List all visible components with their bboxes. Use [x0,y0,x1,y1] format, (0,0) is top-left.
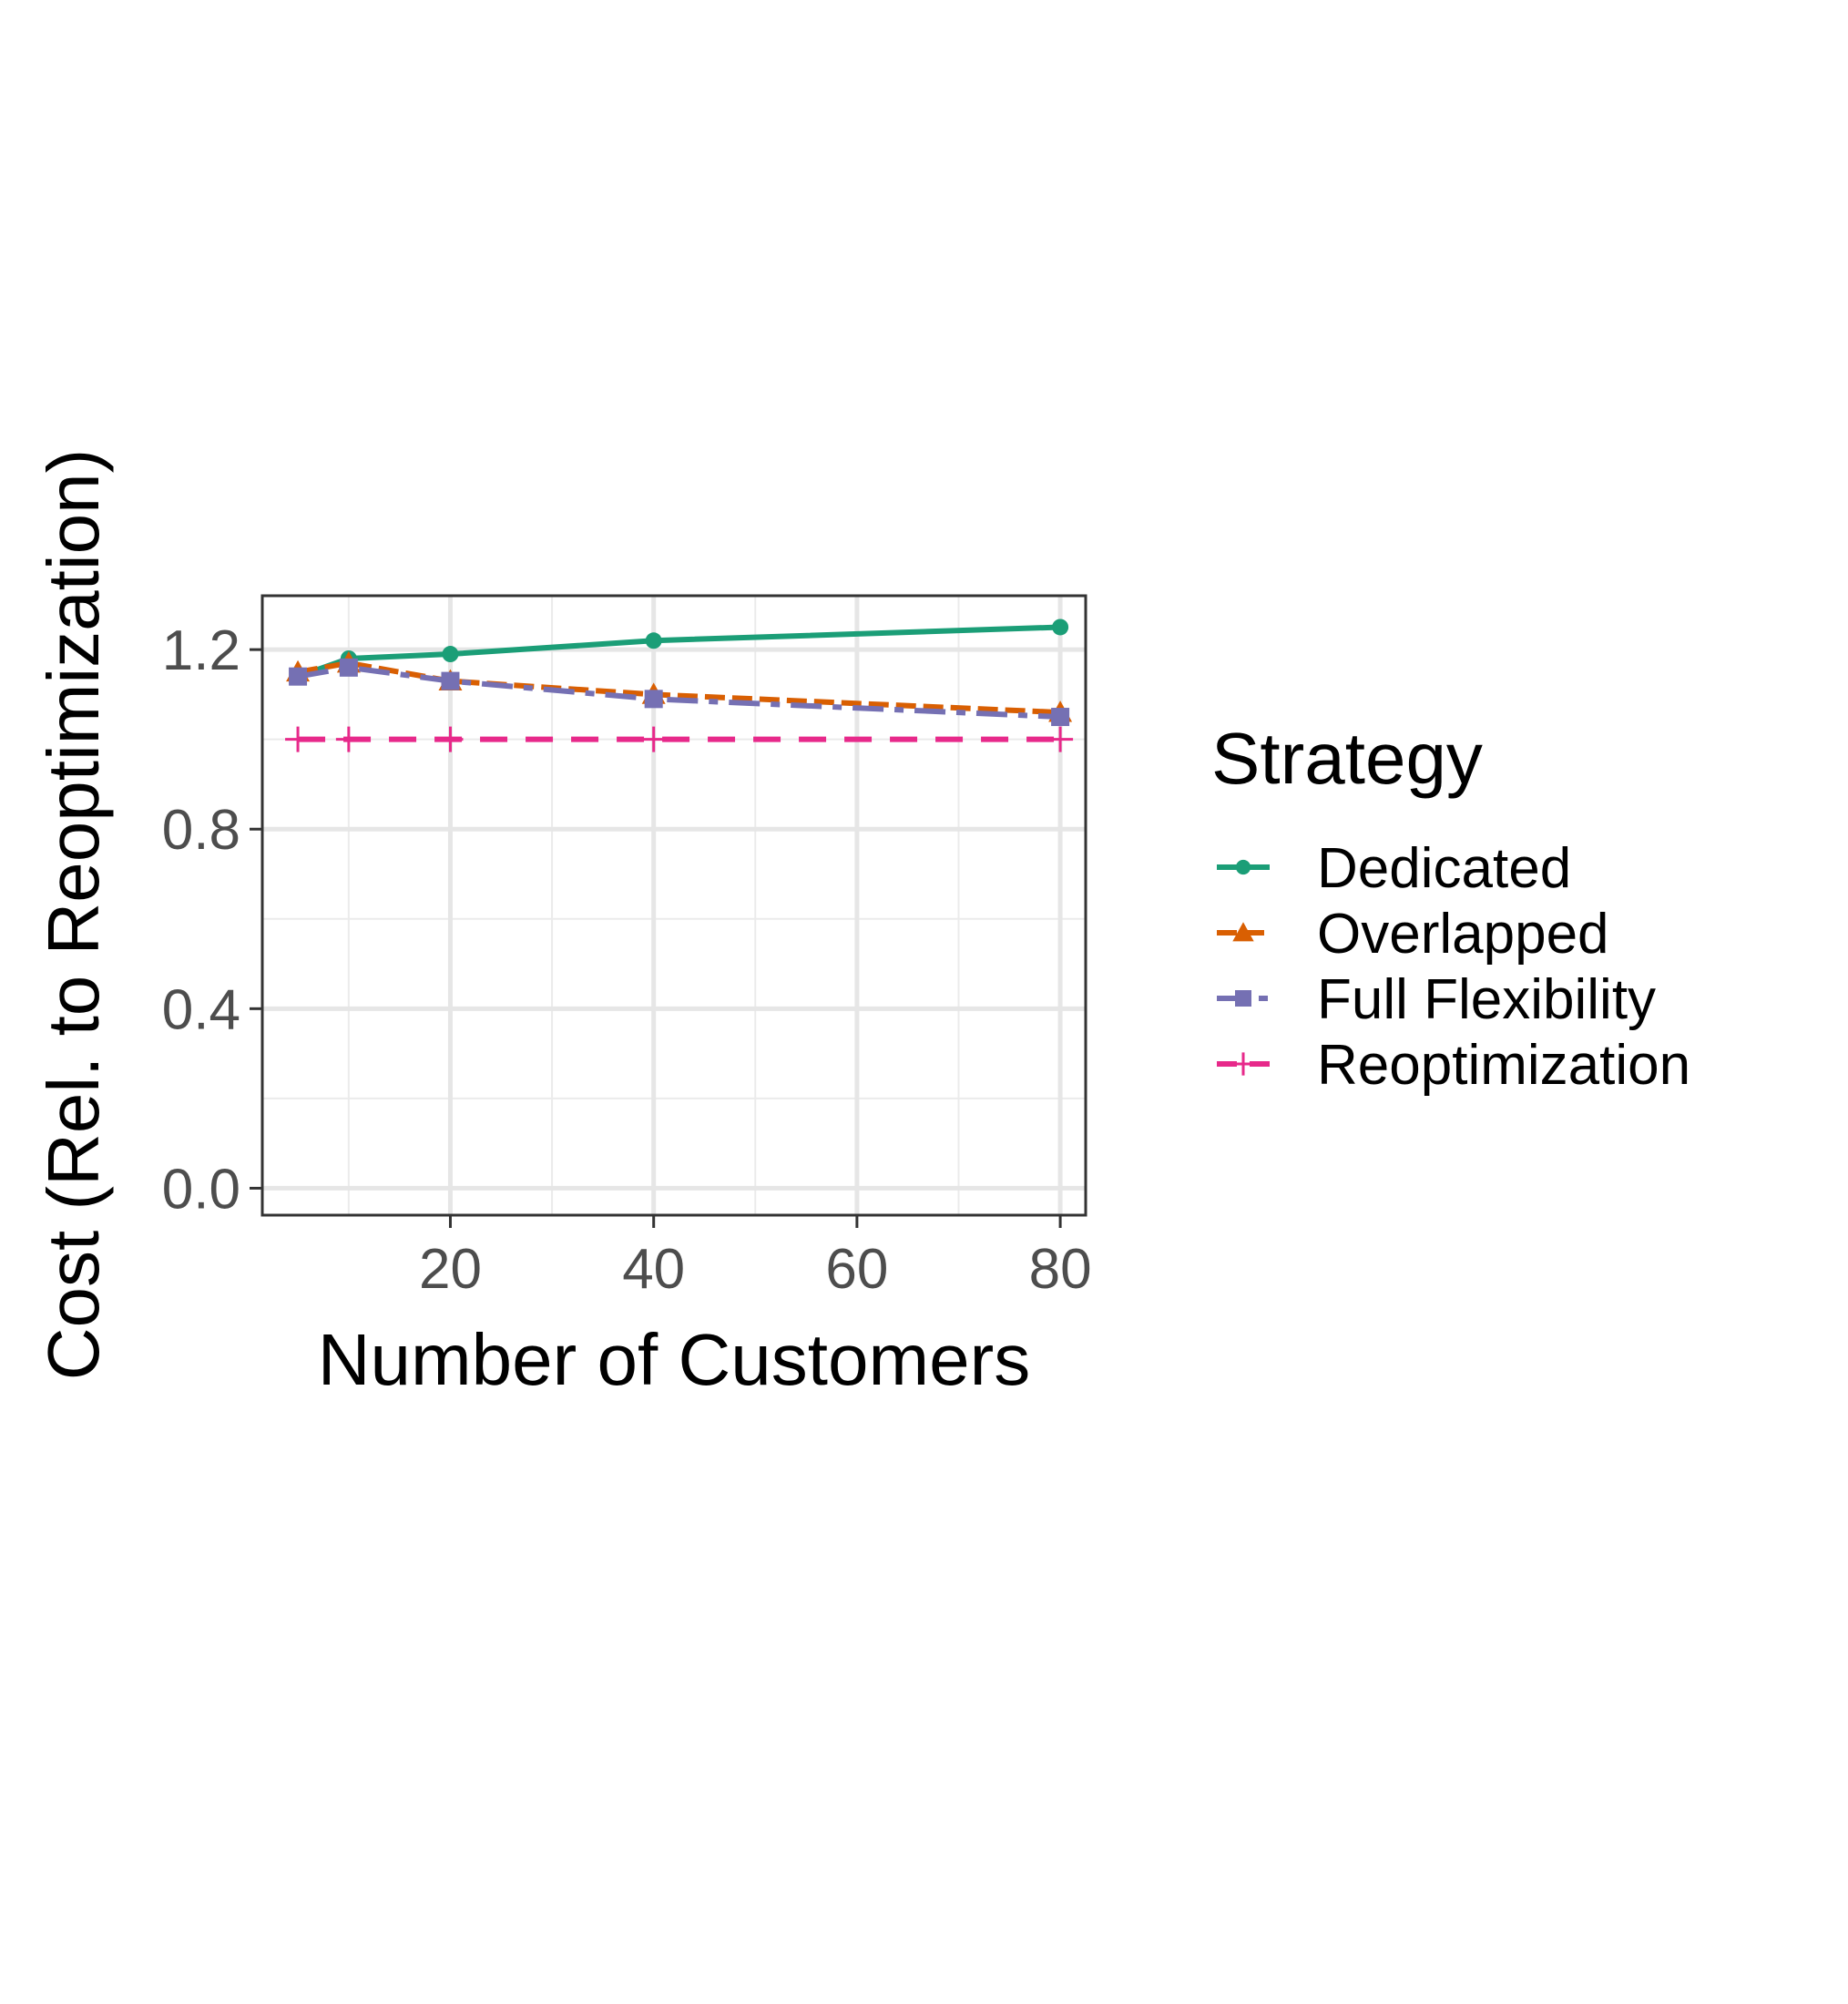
legend-key-marker [1235,990,1251,1007]
series-group [285,619,1074,752]
legend-label: Full Flexibility [1317,968,1656,1031]
legend-title: Strategy [1211,718,1483,799]
data-point [441,671,460,690]
legend-item: Reoptimization [1217,1034,1690,1097]
y-axis-title: Cost (Rel. to Reoptimization) [33,449,114,1381]
data-point [285,726,311,752]
legend-label: Overlapped [1317,903,1609,966]
y-tick-label: 1.2 [162,619,240,682]
data-point [1052,619,1069,636]
x-tick-label: 40 [622,1238,685,1301]
data-point [1047,726,1074,752]
x-axis-title: Number of Customers [318,1319,1030,1400]
legend-item: Overlapped [1217,903,1609,966]
data-point [437,726,464,752]
data-point [335,726,362,752]
legend-key-marker [1231,1052,1255,1076]
x-tick-label: 60 [825,1238,888,1301]
data-point [1051,708,1070,727]
x-tick-label: 80 [1029,1238,1092,1301]
series-reoptimization [285,726,1074,752]
x-tick-label: 20 [419,1238,482,1301]
y-tick-label: 0.8 [162,799,240,862]
y-tick-label: 0.0 [162,1158,240,1221]
legend-item: Dedicated [1217,837,1571,900]
axes: 20 40 60 80 0.0 0.4 0.8 1.2 [162,619,1092,1301]
plot-panel-border [260,594,1087,1217]
legend-key-marker [1232,922,1254,942]
legend-key-marker [1235,859,1251,875]
data-point [644,690,663,709]
series-full-flexibility [289,658,1070,727]
data-point [442,646,459,663]
legend-label: Reoptimization [1317,1034,1690,1097]
y-tick-label: 0.4 [162,978,240,1041]
data-point [339,658,358,677]
data-point [289,667,308,686]
legend-label: Dedicated [1317,837,1571,900]
data-point [640,726,667,752]
data-point [645,632,662,649]
legend-item: Full Flexibility [1217,968,1656,1031]
